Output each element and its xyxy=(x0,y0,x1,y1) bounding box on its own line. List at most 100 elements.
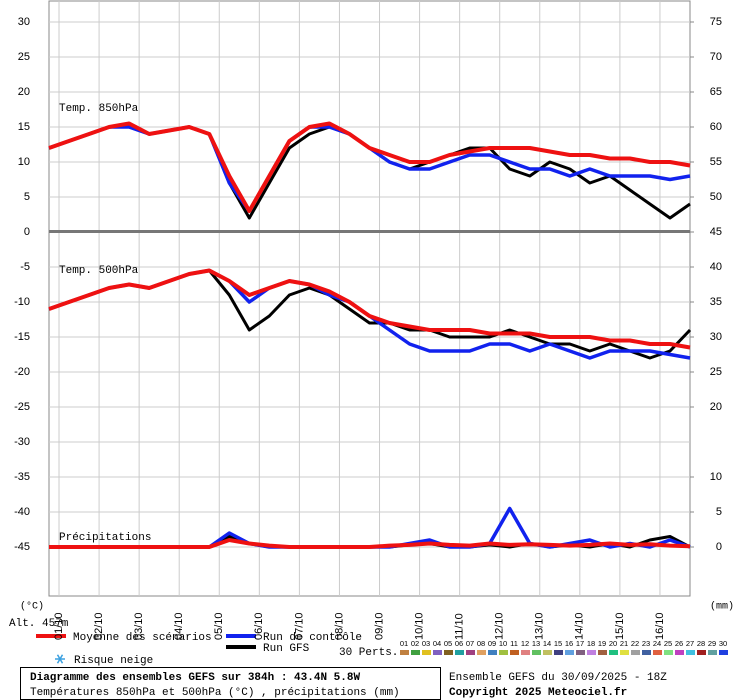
perturbation-label: 06 xyxy=(455,639,463,648)
perturbation-label: 28 xyxy=(697,639,705,648)
grid xyxy=(49,1,690,596)
perturbations-legend: 01 02 03 04 05 06 07 08 09 10 11 12 13 14 15 16 17 18 19 20… xyxy=(400,639,728,655)
perturbation-label: 30 xyxy=(719,639,727,648)
x-tick-label: 02/10 xyxy=(93,612,105,640)
perturbation-label: 03 xyxy=(422,639,430,648)
perturbation-swatch xyxy=(455,650,464,655)
perturbation-swatch xyxy=(400,650,409,655)
perturbation-swatch xyxy=(576,650,585,655)
y2-tick-label: 20 xyxy=(710,401,722,413)
x-tick-label: 03/10 xyxy=(133,612,145,640)
plot-frame xyxy=(48,0,691,597)
perturbations-label: 30 Perts. xyxy=(339,647,398,659)
perturbation-label: 16 xyxy=(565,639,573,648)
y-tick-label: 15 xyxy=(18,121,30,133)
y-tick-label: -40 xyxy=(14,506,30,518)
series-line xyxy=(48,121,691,213)
x-tick-label: 11/10 xyxy=(454,613,466,640)
perturbation-swatch xyxy=(433,650,442,655)
legend-label: Run de contrôle xyxy=(263,632,362,644)
perturbation-swatch xyxy=(708,650,717,655)
perturbation-label: 23 xyxy=(642,639,650,648)
y2-tick-label: 25 xyxy=(710,366,722,378)
title: Diagramme des ensembles GEFS sur 384h : … xyxy=(30,672,360,684)
perturbation-label: 19 xyxy=(598,639,606,648)
y2-tick-label: 40 xyxy=(710,261,722,273)
x-tick-label: 09/10 xyxy=(373,612,385,640)
y2-tick-label: 70 xyxy=(710,51,722,63)
perturbation-label: 18 xyxy=(587,639,595,648)
perturbation-swatch xyxy=(422,650,431,655)
perturbation-swatch xyxy=(653,650,662,655)
x-tick-label: 07/10 xyxy=(293,612,305,640)
perturbation-label: 24 xyxy=(653,639,661,648)
perturbation-swatch xyxy=(444,650,453,655)
y2-tick-label: 30 xyxy=(710,331,722,343)
perturbation-swatch xyxy=(510,650,519,655)
perturbation-swatch xyxy=(642,650,651,655)
perturbation-swatch xyxy=(620,650,629,655)
y-tick-label: -45 xyxy=(14,541,30,553)
perturbation-label: 15 xyxy=(554,639,562,648)
x-tick-label: 15/10 xyxy=(614,612,626,640)
y-tick-label: 5 xyxy=(24,191,30,203)
x-tick-label: 12/10 xyxy=(494,612,506,640)
perturbation-swatch xyxy=(675,650,684,655)
panel-label: Temp. 850hPa xyxy=(59,103,139,115)
subtitle: Températures 850hPa et 500hPa (°C) , pré… xyxy=(30,687,400,699)
perturbation-label: 11 xyxy=(510,639,518,648)
perturbation-swatch xyxy=(411,650,420,655)
y-tick-label: -15 xyxy=(14,331,30,343)
perturbation-label: 01 xyxy=(400,639,408,648)
perturbation-label: 12 xyxy=(521,639,529,648)
series-line xyxy=(49,538,691,549)
panel-label: Précipitations xyxy=(59,532,151,544)
x-tick-label: 13/10 xyxy=(534,612,546,640)
x-tick-label: 01/10 xyxy=(53,612,65,640)
perturbation-label: 21 xyxy=(620,639,628,648)
x-tick-label: 16/10 xyxy=(654,612,666,640)
perturbation-swatch xyxy=(598,650,607,655)
x-tick-label: 08/10 xyxy=(333,612,345,640)
y2-tick-label: 45 xyxy=(710,226,722,238)
panel-label: Temp. 500hPa xyxy=(59,265,139,277)
x-tick-label: 05/10 xyxy=(213,612,225,640)
perturbation-swatch xyxy=(697,650,706,655)
y2-tick-label: 75 xyxy=(710,16,722,28)
perturbation-label: 14 xyxy=(543,639,551,648)
y-tick-label: 25 xyxy=(18,51,30,63)
y-tick-label: -5 xyxy=(20,261,30,273)
perturbation-swatch xyxy=(719,650,728,655)
y2-tick-label: 10 xyxy=(710,471,722,483)
series-line xyxy=(48,268,691,350)
perturbation-label: 22 xyxy=(631,639,639,648)
perturbation-label: 10 xyxy=(499,639,507,648)
y2-tick-label: 60 xyxy=(710,121,722,133)
perturbation-label: 13 xyxy=(532,639,540,648)
snow-label: Risque neige xyxy=(74,655,153,667)
perturbation-swatch xyxy=(521,650,530,655)
y2-unit: (mm) xyxy=(710,601,734,613)
x-tick-label: 14/10 xyxy=(574,612,586,640)
perturbation-swatch xyxy=(686,650,695,655)
perturbation-label: 25 xyxy=(664,639,672,648)
legend-label: Run GFS xyxy=(263,643,310,655)
perturbation-swatch xyxy=(532,650,541,655)
y-tick-label: -35 xyxy=(14,471,30,483)
altitude: Alt. 457m xyxy=(9,618,69,630)
y2-tick-label: 0 xyxy=(716,541,722,553)
y2-tick-label: 50 xyxy=(710,191,722,203)
perturbation-label: 09 xyxy=(488,639,496,648)
y2-tick-label: 55 xyxy=(710,156,722,168)
copyright: Copyright 2025 Meteociel.fr xyxy=(449,687,627,699)
perturbation-label: 17 xyxy=(576,639,584,648)
y-tick-label: -30 xyxy=(14,436,30,448)
legend: Moyenne des scénarios Run de contrôle Ru… xyxy=(36,632,728,667)
perturbation-swatch xyxy=(609,650,618,655)
perturbation-swatch xyxy=(477,650,486,655)
y2-tick-label: 65 xyxy=(710,86,722,98)
perturbation-swatch xyxy=(565,650,574,655)
perturbation-label: 04 xyxy=(433,639,441,648)
y-tick-label: -10 xyxy=(14,296,30,308)
